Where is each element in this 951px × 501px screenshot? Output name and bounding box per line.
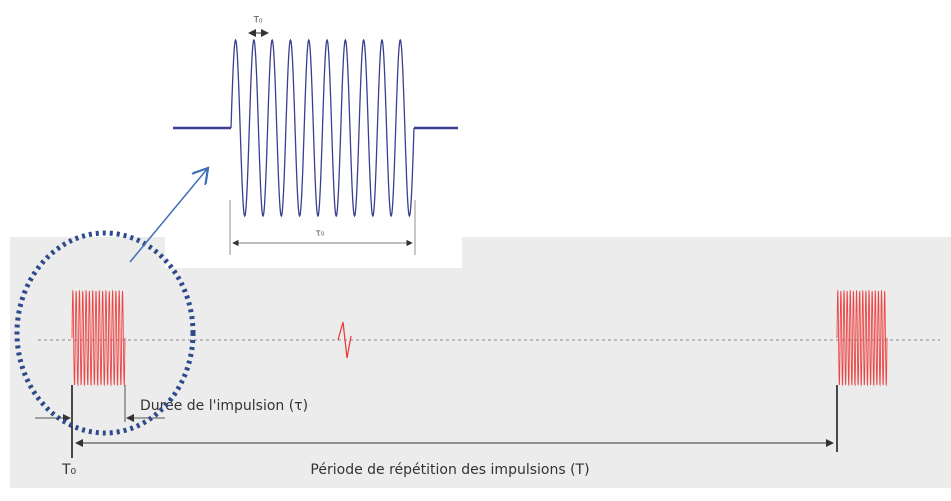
break-mark — [337, 321, 352, 359]
inset-wave — [230, 38, 415, 218]
pulse-burst — [836, 289, 888, 387]
inset-period-label: T₀ — [252, 16, 262, 26]
inset-duration-label: τ₀ — [315, 229, 324, 239]
pulse-bursts — [71, 289, 888, 387]
zoom-arrow — [129, 168, 208, 263]
period-label: Période de répétition des impulsions (T) — [310, 462, 589, 478]
pulse-burst — [71, 289, 126, 387]
zoom-circle — [14, 230, 196, 436]
start-label: T₀ — [61, 462, 77, 478]
main-panel — [10, 237, 951, 488]
duration-label: Durée de l'impulsion (τ) — [140, 398, 308, 414]
